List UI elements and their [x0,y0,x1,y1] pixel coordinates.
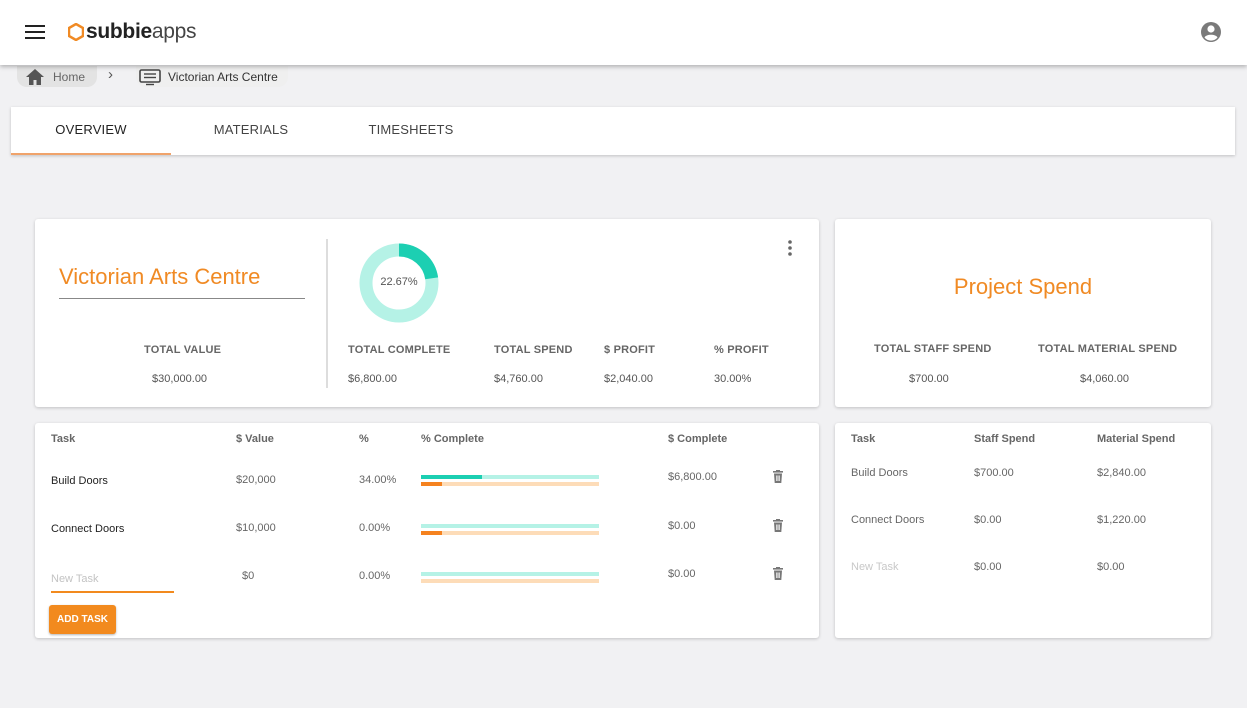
new-task-input[interactable] [51,567,174,593]
project-spend-title: Project Spend [953,274,1093,299]
total-spend-label: TOTAL SPEND [494,344,573,356]
spend-track [421,579,599,583]
app-bar: subbie apps [0,0,1247,65]
progress-fill [421,475,482,479]
staff-spend-value: $700.00 [909,373,949,385]
hamburger-menu-icon[interactable] [25,25,45,39]
header-percent: % [359,433,369,445]
more-options-icon[interactable] [787,239,793,257]
spend-staff-value: $700.00 [974,467,1014,479]
spend-material-value: $0.00 [1097,561,1125,573]
profit-dollar-value: $2,040.00 [604,373,653,385]
spend-material-value: $1,220.00 [1097,514,1146,526]
completion-donut [359,243,439,323]
profit-dollar-label: $ PROFIT [604,344,656,356]
progress-track [421,572,599,576]
spend-fill [421,482,442,486]
logo-text-bold: subbie [86,20,152,43]
account-circle-icon[interactable] [1200,21,1222,43]
new-task-value[interactable]: $0 [242,570,255,582]
header-material-spend: Material Spend [1097,433,1176,445]
header-percent-complete: % Complete [421,433,484,445]
profit-percent-label: % PROFIT [714,344,769,356]
material-spend-value: $4,060.00 [1080,373,1129,385]
new-task-dollar-complete: $0.00 [668,568,696,580]
delete-icon[interactable] [772,519,784,533]
total-spend-value: $4,760.00 [494,373,543,385]
header-task: Task [51,433,76,445]
spend-staff-value: $0.00 [974,514,1002,526]
task-percent[interactable]: 0.00% [359,522,391,534]
project-summary-card: Victorian Arts Centre 22.67% TOTAL VALUE… [35,219,819,407]
task-dollar-complete: $6,800.00 [668,471,717,483]
new-task-percent[interactable]: 0.00% [359,570,391,582]
breadcrumb-home-label: Home [53,69,86,84]
header-staff-spend: Staff Spend [974,433,1036,445]
tab-overview[interactable]: OVERVIEW [11,107,171,155]
task-value[interactable]: $20,000 [236,474,276,486]
total-complete-label: TOTAL COMPLETE [348,344,451,356]
hexagon-logo-icon [68,23,84,41]
logo-text-light: apps [151,20,197,43]
breadcrumb-current-label: Victorian Arts Centre [168,69,278,84]
delete-icon[interactable] [772,567,784,581]
total-value: $30,000.00 [152,373,208,385]
title-underline [59,298,305,299]
breadcrumb-current: Victorian Arts Centre [136,66,288,87]
progress-track [421,475,599,479]
task-dollar-complete: $0.00 [668,520,696,532]
home-icon [26,68,44,85]
header-dollar-complete: $ Complete [668,433,728,445]
project-title: Victorian Arts Centre [59,264,261,289]
total-complete-value: $6,800.00 [348,373,397,385]
spend-track [421,531,599,535]
total-value-label: TOTAL VALUE [144,344,222,356]
vertical-divider [326,239,328,388]
spend-task-name: Build Doors [851,467,908,479]
header-task: Task [851,433,876,445]
profit-percent-value: 30.00% [714,373,752,385]
breadcrumb-separator: › [108,66,113,83]
material-spend-label: TOTAL MATERIAL SPEND [1038,343,1178,355]
add-task-button[interactable]: ADD TASK [49,605,116,634]
tab-bar: OVERVIEW MATERIALS TIMESHEETS [11,107,1235,155]
delete-icon[interactable] [772,470,784,484]
spend-staff-value: $0.00 [974,561,1002,573]
task-percent[interactable]: 34.00% [359,474,397,486]
spend-track [421,482,599,486]
spend-material-value: $2,840.00 [1097,467,1146,479]
spend-task-name: Connect Doors [851,514,925,526]
spend-task-name: New Task [851,561,899,573]
tab-timesheets[interactable]: TIMESHEETS [368,122,454,137]
breadcrumb-home[interactable]: Home [17,66,98,87]
tasks-table-card: Task $ Value % % Complete $ Complete Bui… [35,423,819,638]
tab-materials[interactable]: MATERIALS [213,122,289,137]
donut-percent-label: 22.67% [380,276,418,288]
spend-fill [421,531,442,535]
task-name[interactable]: Build Doors [51,475,108,487]
project-spend-card: Project Spend TOTAL STAFF SPEND $700.00 … [835,219,1211,407]
progress-track [421,524,599,528]
staff-spend-label: TOTAL STAFF SPEND [874,343,992,355]
task-name[interactable]: Connect Doors [51,523,125,535]
header-value: $ Value [236,433,274,445]
spend-table-card: Task Staff Spend Material Spend Build Do… [835,423,1211,638]
project-list-icon [139,68,161,85]
task-value[interactable]: $10,000 [236,522,276,534]
app-logo[interactable]: subbie apps [68,19,197,45]
